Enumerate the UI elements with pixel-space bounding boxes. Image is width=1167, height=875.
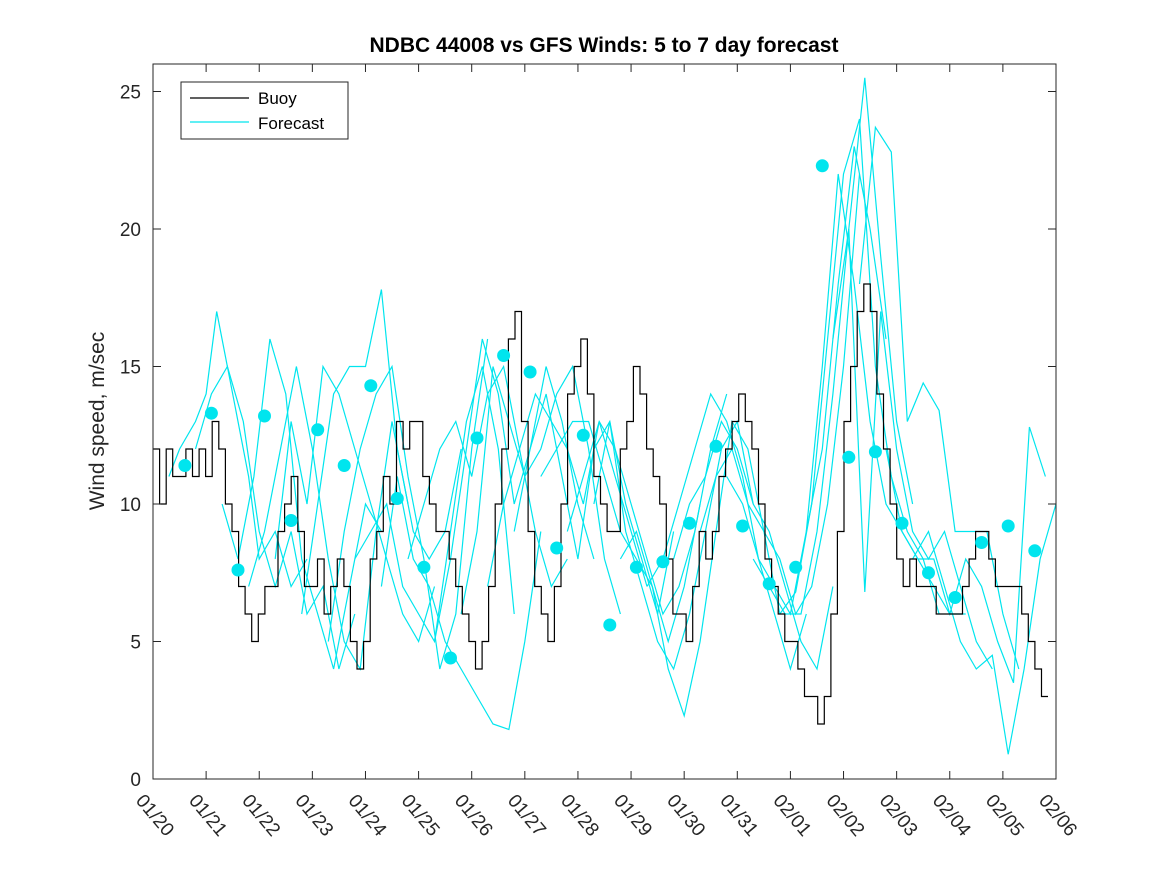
forecast-line-6: [301, 289, 462, 615]
forecast-line-4: [248, 366, 409, 671]
forecast-line-18: [619, 419, 781, 719]
buoy-line: [153, 283, 1048, 725]
forecast-marker: [922, 566, 935, 580]
forecast-line-5: [274, 364, 436, 644]
forecast-line-1: [168, 311, 308, 589]
forecast-marker: [417, 560, 431, 574]
forecast-marker: [948, 591, 962, 604]
forecast-marker: [815, 159, 829, 173]
y-tick-label: 0: [130, 770, 141, 791]
axes-box: [152, 63, 1057, 780]
y-tick-label: 5: [130, 633, 141, 654]
forecast-marker: [1028, 544, 1042, 558]
forecast-marker: [762, 577, 776, 591]
forecast-marker: [497, 349, 511, 362]
forecast-marker: [1001, 519, 1015, 533]
forecast-line-20: [673, 419, 834, 671]
forecast-marker: [178, 459, 192, 472]
forecast-marker: [683, 516, 696, 530]
forecast-marker: [576, 428, 590, 442]
forecast-line-10: [407, 364, 568, 589]
y-tick-label: 10: [120, 495, 141, 516]
forecast-marker: [337, 459, 351, 472]
forecast-marker: [523, 365, 537, 379]
forecast-marker: [470, 431, 484, 445]
forecast-marker: [868, 445, 882, 459]
forecast-marker: [550, 541, 564, 555]
forecast-line-9: [380, 476, 542, 731]
y-tick-label: 15: [120, 358, 141, 379]
y-tick-label: 25: [120, 83, 141, 104]
plot-area: [153, 64, 1056, 779]
forecast-marker: [709, 439, 723, 453]
forecast-marker: [364, 379, 378, 393]
forecast-line-26: [832, 228, 993, 670]
forecast-line-12: [460, 364, 621, 615]
forecast-marker: [284, 514, 298, 527]
forecast-marker: [258, 409, 271, 423]
forecast-marker: [975, 536, 989, 549]
forecast-marker: [231, 563, 245, 577]
chart-title: NDBC 44008 vs GFS Winds: 5 to 7 day fore…: [370, 34, 839, 57]
forecast-marker: [603, 618, 617, 632]
y-tick-label: 20: [120, 220, 141, 241]
forecast-line-25: [805, 173, 966, 615]
forecast-marker: [444, 651, 457, 665]
forecast-marker: [842, 450, 856, 464]
y-axis-label: Wind speed, m/sec: [86, 332, 109, 511]
forecast-line-23: [752, 77, 914, 615]
forecast-marker: [629, 560, 643, 574]
forecast-line-19: [646, 392, 807, 672]
legend-box: [180, 81, 349, 140]
forecast-marker: [311, 423, 325, 437]
forecast-marker: [895, 516, 909, 530]
forecast-line-24: [779, 118, 940, 615]
forecast-marker: [736, 519, 750, 533]
legend: Buoy Forecast: [180, 81, 349, 140]
forecast-line-29: [912, 503, 1057, 755]
forecast-marker: [656, 555, 670, 569]
forecast-marker: [390, 492, 404, 505]
forecast-line-28: [885, 426, 1046, 684]
legend-buoy-label: Buoy: [258, 89, 297, 108]
series-layer: [153, 77, 1057, 755]
forecast-marker: [789, 560, 803, 574]
forecast-line-7: [327, 338, 489, 670]
forecast-marker: [204, 406, 218, 420]
legend-forecast-label: Forecast: [258, 114, 324, 133]
forecast-line-21: [699, 173, 861, 616]
